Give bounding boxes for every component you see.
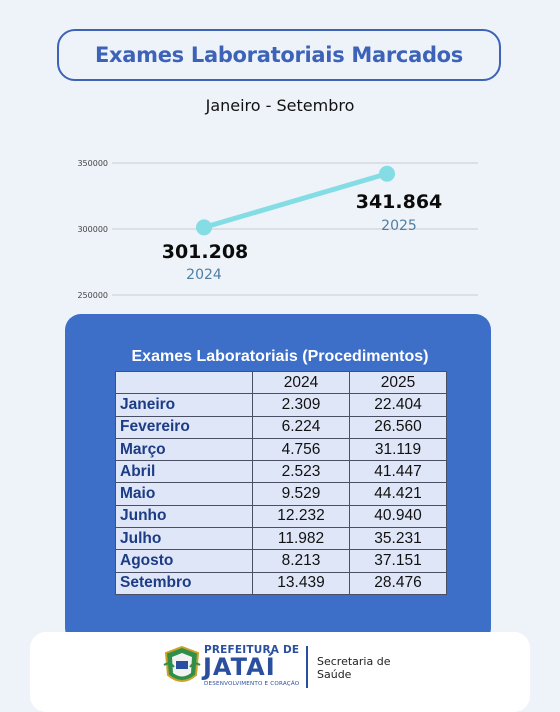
y-tick-label: 350000 [77,159,108,168]
month-cell: Julho [115,527,253,551]
value-cell: 26.560 [349,415,447,439]
footer-bar [30,632,530,712]
brand-top-text: PREFEITURA DE [204,644,300,656]
value-cell: 37.151 [349,549,447,573]
brand-main-text: JATAÍ [203,653,276,681]
page-title: Exames Laboratoriais Marcados [94,43,464,67]
month-cell: Abril [115,460,253,484]
month-cell: Setembro [115,571,253,595]
title-box: Exames Laboratoriais Marcados [57,29,501,81]
table-row: Junho 12.232 40.940 [115,504,447,529]
data-label: 301.208 [162,241,249,263]
table-row: Agosto 8.213 37.151 [115,549,447,573]
series-line [201,171,390,230]
month-cell: Março [115,437,253,462]
value-cell: 4.756 [252,437,350,462]
table-row: Março 4.756 31.119 [115,437,447,462]
data-point [196,219,212,236]
month-cell: Junho [115,504,253,529]
y-tick-label: 300000 [77,225,108,234]
category-label: 2024 [186,267,222,283]
value-cell: 6.224 [252,415,350,439]
table-row: Abril 2.523 41.447 [115,460,447,484]
department-line-2: Saúde [317,668,352,681]
y-tick-label: 250000 [77,291,108,300]
page-subtitle: Janeiro - Setembro [205,96,355,115]
value-cell: 2.309 [252,393,350,417]
value-cell: 41.447 [349,460,447,484]
table-header-cell: 2025 [349,370,447,395]
month-cell: Agosto [115,549,253,573]
table-header-cell [115,370,253,395]
table-row: Fevereiro 6.224 26.560 [115,415,447,439]
value-cell: 40.940 [349,504,447,529]
value-cell: 2.523 [252,460,350,484]
table-title: Exames Laboratoriais (Procedimentos) [131,348,429,365]
month-cell: Maio [115,482,253,506]
table-row: Setembro 13.439 28.476 [115,571,447,595]
data-point [379,165,395,182]
value-cell: 12.232 [252,504,350,529]
value-cell: 8.213 [252,549,350,573]
month-cell: Fevereiro [115,415,253,439]
value-cell: 13.439 [252,571,350,595]
table-header-cell: 2024 [252,370,350,395]
table-header-row: 2024 2025 [115,370,447,395]
footer-divider [306,646,308,688]
value-cell: 31.119 [349,437,447,462]
coat-of-arms-icon [163,645,201,682]
brand-sub-text: DESENVOLVIMENTO E CORAÇÃO [204,681,300,687]
value-cell: 11.982 [252,527,350,551]
department-label: Secretaria de Saúde [317,655,427,681]
line-chart: 350000 300000 250000 301.208 2024 341.864 2025 [77,159,478,300]
value-cell: 22.404 [349,393,447,417]
table-row: Janeiro 2.309 22.404 [115,393,447,417]
department-line-1: Secretaria de [317,655,391,668]
table-row: Maio 9.529 44.421 [115,482,447,506]
data-label: 341.864 [356,191,443,213]
month-cell: Janeiro [115,393,253,417]
value-cell: 9.529 [252,482,350,506]
value-cell: 35.231 [349,527,447,551]
table-row: Julho 11.982 35.231 [115,527,447,551]
value-cell: 28.476 [349,571,447,595]
category-label: 2025 [381,218,417,234]
value-cell: 44.421 [349,482,447,506]
procedures-table: 2024 2025 Janeiro 2.309 22.404 Fevereiro 6.2… [115,370,447,595]
